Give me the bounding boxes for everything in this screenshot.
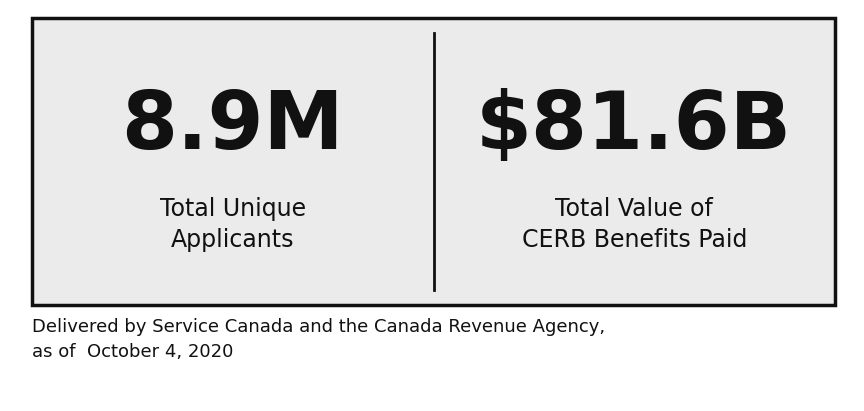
Bar [32, 18, 835, 305]
Text: Delivered by Service Canada and the Canada Revenue Agency,
as of  October 4, 202: Delivered by Service Canada and the Cana… [32, 318, 605, 361]
Text: 8.9M: 8.9M [122, 88, 344, 166]
Text: $81.6B: $81.6B [476, 88, 792, 166]
Text: Total Unique
Applicants: Total Unique Applicants [160, 197, 306, 252]
Text: Total Value of
CERB Benefits Paid: Total Value of CERB Benefits Paid [522, 197, 747, 252]
